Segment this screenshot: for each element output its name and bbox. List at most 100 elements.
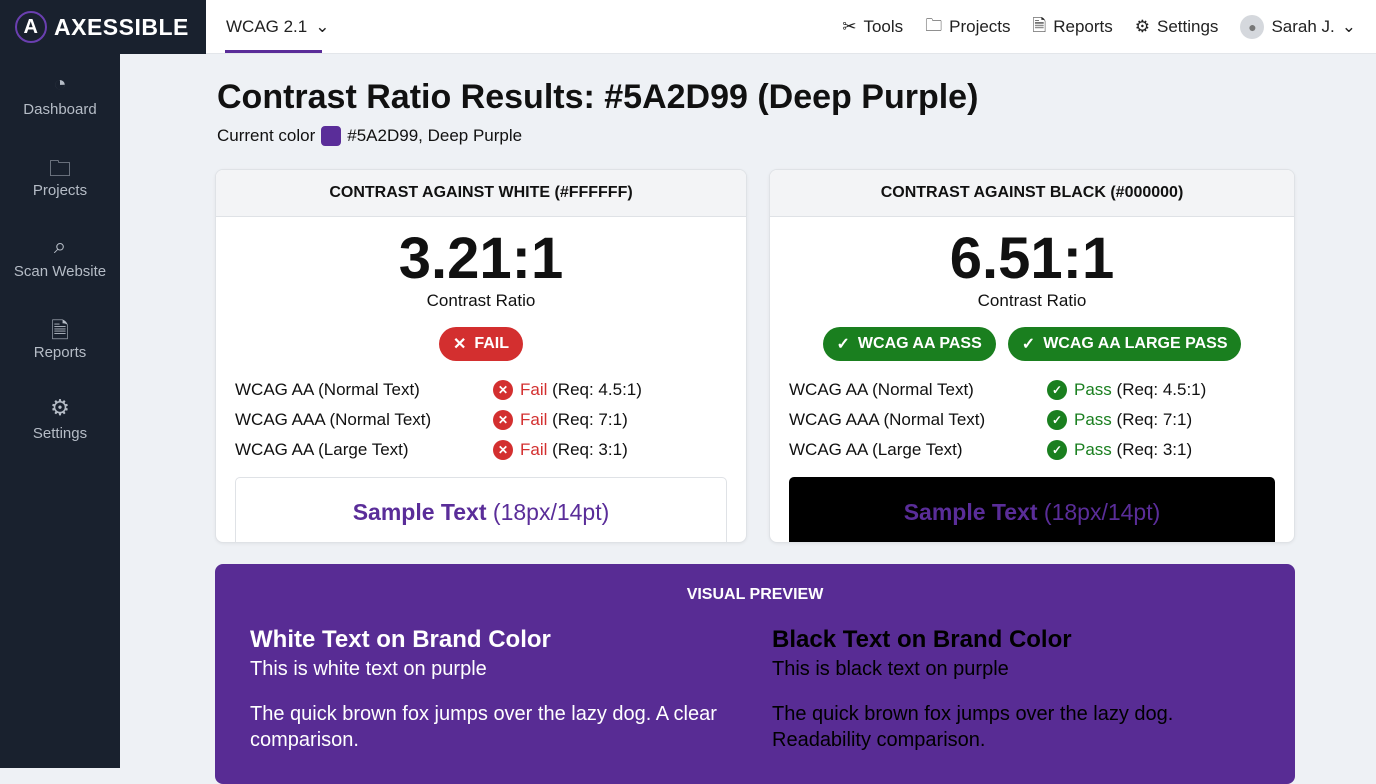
preview-paragraph: The quick brown fox jumps over the lazy … (250, 703, 717, 751)
card-header: CONTRAST AGAINST BLACK (#000000) (770, 170, 1294, 217)
fail-badge: ✕ FAIL (438, 327, 524, 361)
scan-icon: ⌕ (53, 233, 67, 258)
gauge-icon: ◔ (53, 71, 67, 96)
sample-bold: Sample Text (903, 498, 1038, 525)
contrast-ratio-value: 3.21:1 (398, 226, 564, 291)
sample-size: (18px/14pt) (1043, 498, 1161, 525)
avatar: ● (1240, 15, 1265, 39)
x-icon: ✕ (452, 336, 467, 353)
criterion-req: (Req: 3:1) (1116, 440, 1193, 459)
sidebar-item-label: Projects (32, 182, 88, 199)
sample-text-white: Sample Text (18px/14pt) (235, 477, 727, 542)
criterion-status: Pass (1074, 380, 1112, 399)
active-tab-indicator (225, 50, 322, 53)
sidebar-item-label: Dashboard (23, 101, 97, 118)
criterion-name: WCAG AA (Large Text) (789, 440, 963, 459)
nav-label: Settings (1157, 17, 1219, 36)
gear-icon: ⚙ (50, 395, 70, 420)
aa-pass-badge: ✓ WCAG AA PASS (822, 327, 996, 361)
contrast-ratio-label: Contrast Ratio (426, 291, 536, 310)
sidebar-item-label: Scan Website (13, 263, 107, 280)
nav-reports[interactable]: 🗎 Reports (1033, 13, 1113, 42)
criterion-row: WCAG AA (Normal Text) ✓ Pass (Req: 4.5:1) (789, 375, 1275, 405)
current-color-label: Current color (217, 126, 316, 145)
x-circle-icon: ✕ (493, 410, 513, 430)
chevron-down-icon: ⌄ (1341, 17, 1356, 36)
preview-paragraph: The quick brown fox jumps over the lazy … (772, 703, 1174, 751)
color-swatch (321, 126, 342, 146)
card-header: CONTRAST AGAINST WHITE (#FFFFFF) (216, 170, 746, 217)
document-icon: 🗎 (1032, 15, 1047, 35)
criterion-row: WCAG AA (Normal Text) ✕ Fail (Req: 4.5:1) (235, 375, 727, 405)
version-label: WCAG 2.1 (226, 17, 308, 36)
folder-icon: 🗀 (925, 15, 943, 35)
check-icon: ✓ (1021, 336, 1036, 353)
sidebar-item-settings[interactable]: ⚙ Settings (0, 378, 120, 459)
preview-subtitle: This is black text on purple (772, 658, 1009, 680)
app-logo[interactable]: A AXESSIBLE (0, 0, 206, 54)
check-circle-icon: ✓ (1047, 440, 1067, 460)
aa-large-pass-badge: ✓ WCAG AA LARGE PASS (1007, 327, 1242, 361)
sidebar: ◔ Dashboard 🗀 Projects ⌕ Scan Website 🗎 Repo… (0, 54, 120, 768)
criterion-req: (Req: 3:1) (552, 440, 628, 459)
tools-icon: ✂ (842, 17, 857, 36)
criterion-req: (Req: 4.5:1) (1116, 380, 1207, 399)
criterion-name: WCAG AAA (Normal Text) (235, 410, 432, 429)
preview-heading: White Text on Brand Color (250, 626, 551, 653)
sample-size: (18px/14pt) (492, 498, 610, 525)
user-menu[interactable]: ● Sarah J. ⌄ (1240, 15, 1356, 39)
criterion-req: (Req: 7:1) (1116, 410, 1193, 429)
badge-label: WCAG AA PASS (857, 335, 982, 352)
sidebar-item-scan-website[interactable]: ⌕ Scan Website (0, 216, 120, 297)
criterion-status: Pass (1074, 410, 1112, 429)
user-name: Sarah J. (1271, 17, 1335, 36)
x-circle-icon: ✕ (493, 440, 513, 460)
current-color: Current color #5A2D99, Deep Purple (217, 126, 522, 146)
logo-mark: A (15, 11, 47, 43)
nav-label: Tools (863, 17, 904, 36)
black-contrast-card: CONTRAST AGAINST BLACK (#000000) 6.51:1 … (769, 169, 1295, 543)
nav-projects[interactable]: 🗀 Projects (925, 13, 1010, 42)
contrast-ratio-label: Contrast Ratio (977, 291, 1087, 310)
criterion-status: Fail (520, 380, 548, 399)
contrast-ratio-value: 6.51:1 (949, 226, 1115, 291)
wcag-version-dropdown[interactable]: WCAG 2.1 ⌄ (226, 0, 330, 54)
page-title: Contrast Ratio Results: #5A2D99 (Deep Pu… (217, 78, 979, 116)
criterion-row: WCAG AAA (Normal Text) ✓ Pass (Req: 7:1) (789, 405, 1275, 435)
nav-label: Projects (949, 17, 1011, 36)
nav-label: Reports (1053, 17, 1113, 36)
preview-title: VISUAL PREVIEW (686, 586, 824, 603)
sidebar-item-reports[interactable]: 🗎 Reports (0, 297, 120, 378)
black-text-preview: Black Text on Brand Color This is black … (772, 626, 1262, 753)
preview-heading: Black Text on Brand Color (772, 626, 1072, 653)
sidebar-item-label: Settings (32, 425, 88, 442)
chevron-down-icon: ⌄ (315, 17, 330, 36)
nav-settings[interactable]: ⚙ Settings (1135, 17, 1219, 37)
sidebar-item-dashboard[interactable]: ◔ Dashboard (0, 54, 120, 135)
criterion-name: WCAG AA (Normal Text) (789, 380, 974, 399)
criterion-status: Fail (520, 410, 548, 429)
sample-bold: Sample Text (352, 498, 487, 525)
visual-preview-panel: VISUAL PREVIEW White Text on Brand Color… (215, 564, 1295, 784)
sidebar-item-projects[interactable]: 🗀 Projects (0, 135, 120, 216)
sample-text-black: Sample Text (18px/14pt) (789, 477, 1275, 542)
criterion-row: WCAG AAA (Normal Text) ✕ Fail (Req: 7:1) (235, 405, 727, 435)
document-icon: 🗎 (51, 318, 69, 343)
check-circle-icon: ✓ (1047, 380, 1067, 400)
criterion-req: (Req: 4.5:1) (552, 380, 642, 399)
current-color-value: #5A2D99, Deep Purple (347, 126, 523, 145)
nav-tools[interactable]: ✂ Tools (842, 17, 903, 37)
folder-icon: 🗀 (48, 156, 71, 181)
white-contrast-card: CONTRAST AGAINST WHITE (#FFFFFF) 3.21:1 … (215, 169, 747, 543)
criterion-row: WCAG AA (Large Text) ✕ Fail (Req: 3:1) (235, 435, 727, 465)
check-icon: ✓ (836, 336, 850, 353)
white-text-preview: White Text on Brand Color This is white … (250, 626, 740, 753)
app-name: AXESSIBLE (54, 13, 189, 40)
sidebar-item-label: Reports (33, 344, 87, 361)
criterion-name: WCAG AA (Normal Text) (235, 380, 420, 399)
gear-icon: ⚙ (1134, 17, 1150, 36)
badge-label: WCAG AA LARGE PASS (1043, 335, 1228, 352)
criterion-status: Fail (520, 440, 548, 459)
badge-label: FAIL (474, 335, 510, 352)
criterion-name: WCAG AAA (Normal Text) (789, 410, 986, 429)
